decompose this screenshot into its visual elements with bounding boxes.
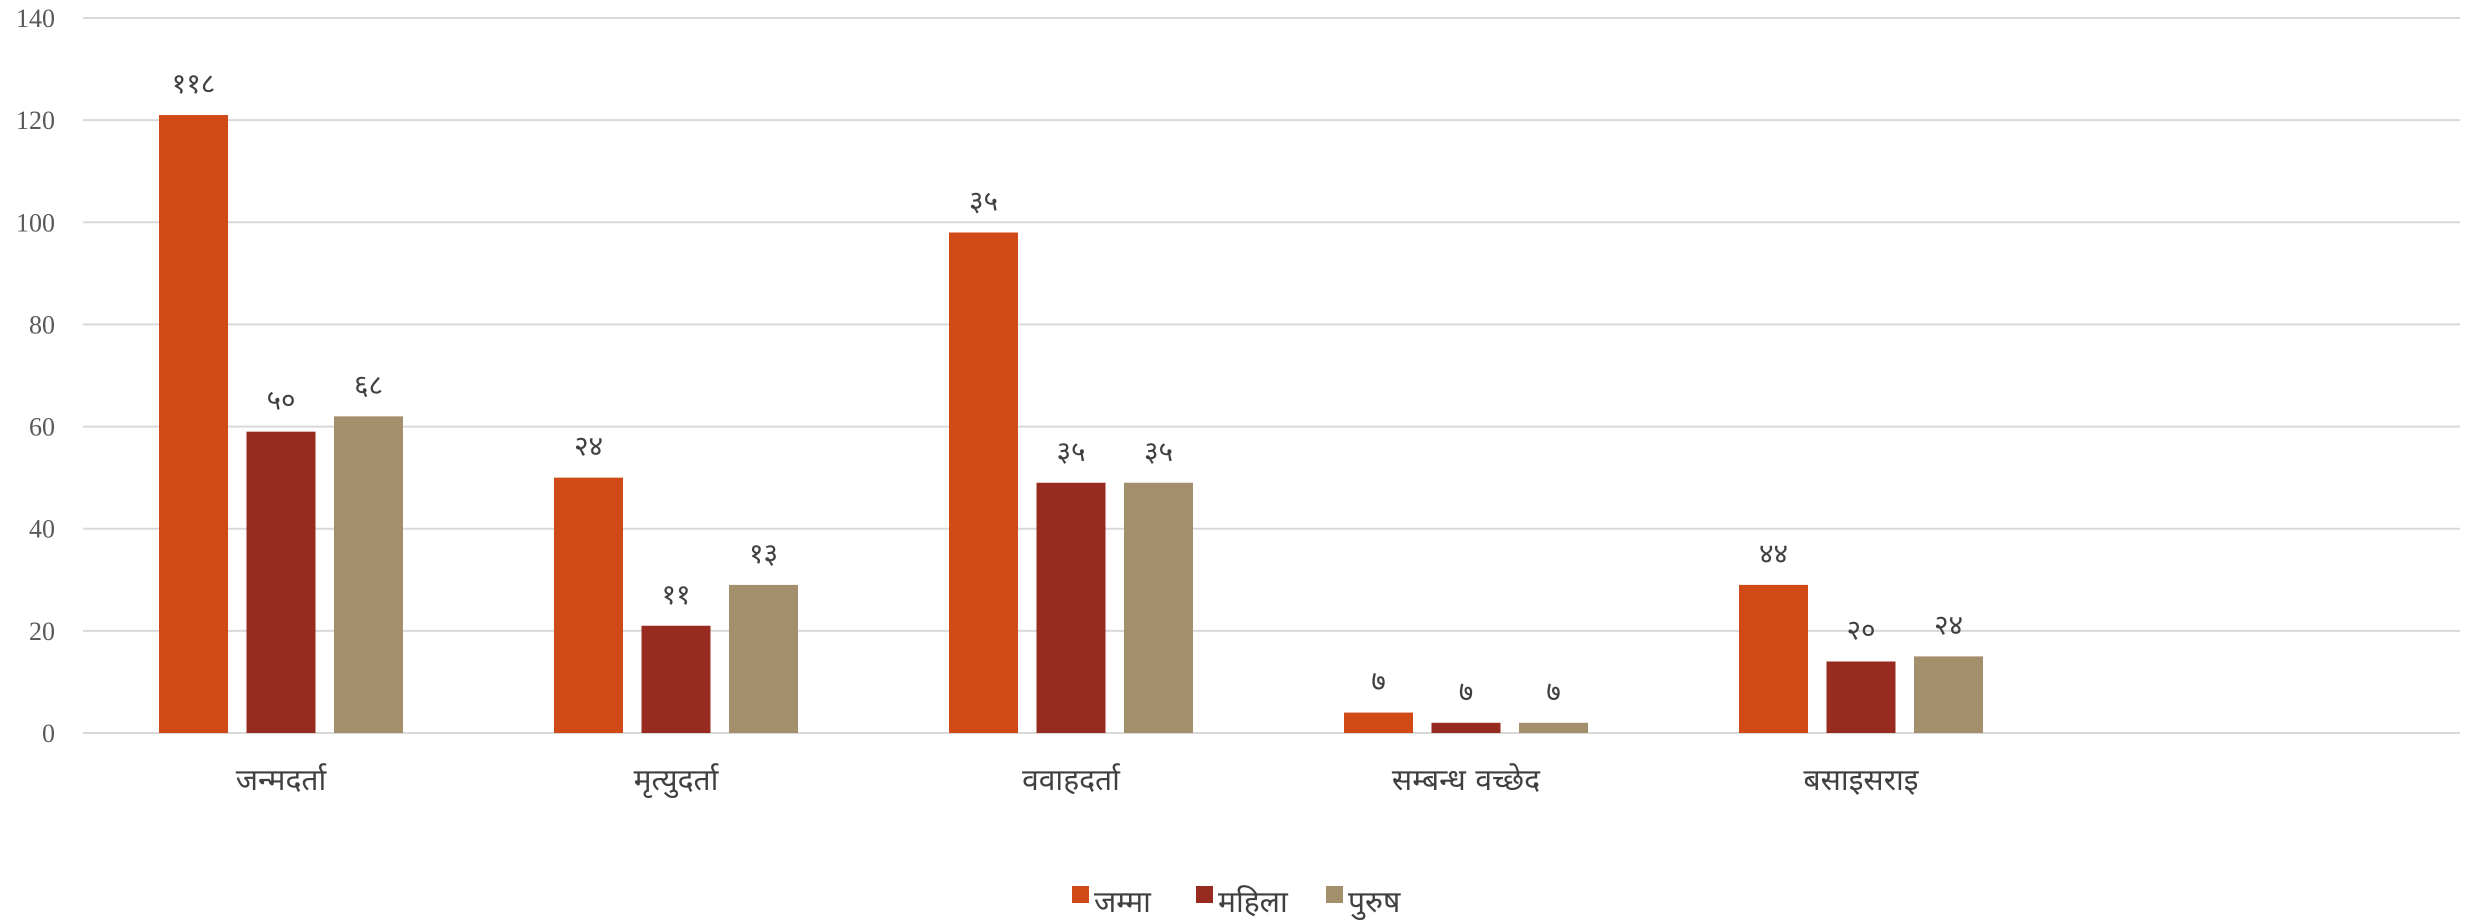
bar bbox=[246, 431, 316, 733]
y-tick-label: 20 bbox=[29, 617, 55, 646]
bar bbox=[1344, 712, 1413, 733]
x-axis-categories: जन्मदर्ता मृत्युदर्ता ववाहदर्ता सम्बन्ध वच्… bbox=[236, 763, 1920, 799]
data-label: ७ bbox=[1371, 665, 1386, 698]
y-tick-label: 140 bbox=[16, 4, 55, 33]
data-label: ११ bbox=[661, 578, 690, 611]
legend-swatch bbox=[1196, 886, 1213, 903]
category-label: जन्मदर्ता bbox=[236, 763, 328, 798]
data-label: ११८ bbox=[172, 67, 216, 100]
data-label: १३ bbox=[749, 537, 778, 570]
bar bbox=[729, 584, 798, 733]
y-tick-label: 0 bbox=[42, 719, 55, 748]
bar bbox=[641, 625, 711, 733]
category-label: ववाहदर्ता bbox=[1022, 763, 1121, 798]
bars bbox=[159, 115, 1983, 734]
bar bbox=[554, 477, 623, 733]
bar bbox=[949, 232, 1018, 733]
bar bbox=[1431, 722, 1501, 733]
legend: जम्मा महिला पुरुष bbox=[1072, 885, 1401, 921]
data-label: ३५ bbox=[1144, 435, 1173, 468]
bar bbox=[159, 115, 228, 734]
bar bbox=[1036, 482, 1106, 733]
y-tick-label: 60 bbox=[29, 413, 55, 442]
data-labels: ११८ ५० ६८ २४ ११ १३ ३५ ३५ ३५ ७ ७ ७ ४४ २० २४ bbox=[172, 67, 1963, 708]
data-label: २० bbox=[1846, 614, 1875, 647]
bar bbox=[1739, 584, 1808, 733]
category-label: मृत्युदर्ता bbox=[634, 763, 720, 799]
data-label: ३५ bbox=[969, 185, 998, 218]
data-label: ७ bbox=[1459, 675, 1474, 708]
bar bbox=[1914, 656, 1983, 733]
data-label: ६८ bbox=[354, 368, 383, 401]
category-label: बसाइसराइ bbox=[1804, 763, 1920, 798]
legend-swatch bbox=[1326, 886, 1343, 903]
legend-swatch bbox=[1072, 886, 1089, 903]
gridlines bbox=[83, 17, 2460, 734]
legend-label: जम्मा bbox=[1094, 885, 1152, 920]
data-label: २४ bbox=[574, 430, 603, 463]
legend-label: पुरुष bbox=[1348, 885, 1401, 921]
data-label: २४ bbox=[1934, 608, 1963, 641]
y-tick-label: 80 bbox=[29, 310, 55, 339]
category-label: सम्बन्ध वच्छेद bbox=[1392, 763, 1541, 798]
data-label: ४४ bbox=[1759, 537, 1788, 570]
y-tick-label: 40 bbox=[29, 515, 55, 544]
data-label: ७ bbox=[1546, 675, 1561, 708]
y-tick-label: 120 bbox=[16, 106, 55, 135]
bar bbox=[1826, 661, 1896, 733]
bar bbox=[1519, 722, 1588, 733]
y-axis-ticks: 0 20 40 60 80 100 120 140 bbox=[16, 4, 55, 748]
legend-label: महिला bbox=[1218, 885, 1289, 920]
data-label: ५० bbox=[266, 384, 295, 417]
y-tick-label: 100 bbox=[16, 208, 55, 237]
bar bbox=[1124, 482, 1193, 733]
bar bbox=[334, 416, 403, 733]
data-label: ३५ bbox=[1056, 435, 1085, 468]
